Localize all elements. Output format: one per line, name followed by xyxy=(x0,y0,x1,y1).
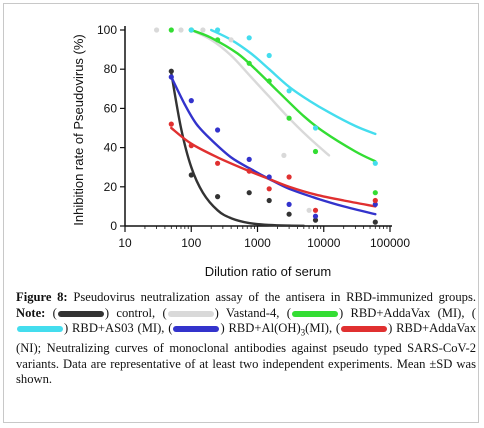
data-point-rbd-al-oh-3-mi xyxy=(246,156,252,162)
legend-swatch-addavax-ni xyxy=(341,326,388,333)
data-point-control xyxy=(168,68,174,74)
data-point-rbd-al-oh-3-mi xyxy=(312,213,319,219)
x-tick-label: 1000 xyxy=(244,236,271,250)
data-points xyxy=(154,27,378,225)
data-point-control xyxy=(246,190,252,196)
data-point-rbd-addavax-mi xyxy=(312,148,319,155)
legend-label-aloh-subscript: 3 xyxy=(300,327,306,338)
data-point-rbd-as03-mi xyxy=(372,160,378,166)
y-tick-label: 20 xyxy=(104,180,118,194)
chart-axes: 0 20 40 60 80 100 10 100 1000 10000 100000 xyxy=(97,23,410,250)
data-point-rbd-addavax-ni xyxy=(215,160,221,166)
data-point-rbd-al-oh-3-mi xyxy=(168,74,174,80)
data-point-vastand-4 xyxy=(306,207,312,213)
x-tick-label: 100 xyxy=(181,236,201,250)
figure-label: Figure 8: xyxy=(16,290,68,304)
data-point-control xyxy=(266,197,272,204)
data-point-vastand-4 xyxy=(154,27,160,33)
fit-curve-vastand-4 xyxy=(190,28,331,157)
data-point-rbd-as03-mi xyxy=(215,27,221,33)
data-point-rbd-addavax-ni xyxy=(168,121,174,127)
legend-label-vastand: ) Vastand-4, xyxy=(214,305,280,320)
x-tick-label: 10 xyxy=(118,236,132,250)
data-point-rbd-as03-mi xyxy=(286,88,292,94)
caption-text: ( xyxy=(45,305,57,320)
data-point-rbd-al-oh-3-mi xyxy=(372,201,378,207)
legend-swatch-as03-mi xyxy=(17,326,63,333)
data-point-rbd-addavax-mi xyxy=(286,115,292,121)
fit-curve-rbd-al-oh-3-mi xyxy=(170,75,377,216)
data-point-rbd-as03-mi xyxy=(246,35,252,41)
caption-text: (MI), ( xyxy=(305,321,341,336)
data-point-rbd-al-oh-3-mi xyxy=(266,174,272,180)
y-tick-label: 0 xyxy=(110,219,117,233)
data-point-control xyxy=(286,211,292,217)
neutralization-chart: 0 20 40 60 80 100 10 100 1000 10000 100000 Inhibit… xyxy=(71,23,410,279)
y-tick-label: 80 xyxy=(104,62,118,76)
data-point-rbd-as03-mi xyxy=(312,125,319,131)
legend-swatch-addavax-mi xyxy=(291,310,338,317)
legend-label-addavax-ni: ) RBD+AddaVax (NI); Neutralizing curves … xyxy=(16,321,477,387)
legend-label-as03-mi: ) RBD+AS03 (MI), ( xyxy=(64,321,173,336)
data-point-rbd-addavax-mi xyxy=(246,60,252,66)
figure-frame: 0 20 40 60 80 100 10 100 1000 10000 100000 Inhibit… xyxy=(3,3,479,423)
data-point-rbd-addavax-mi xyxy=(372,190,378,196)
legend-swatch-control xyxy=(57,310,104,317)
figure-caption: Figure 8: Pseudovirus neutralization ass… xyxy=(16,290,476,388)
data-point-rbd-al-oh-3-mi xyxy=(215,127,221,133)
data-point-control xyxy=(372,219,378,225)
data-point-rbd-addavax-ni xyxy=(188,143,194,149)
fit-curve-rbd-addavax-ni xyxy=(170,126,377,208)
data-point-rbd-addavax-ni xyxy=(246,168,252,174)
data-point-vastand-4 xyxy=(281,152,287,158)
legend-label-addavax-mi: ) RBD+AddaVax (MI), ( xyxy=(338,305,477,320)
fit-curves xyxy=(170,28,377,227)
data-point-vastand-4 xyxy=(178,27,184,33)
caption-text: ( xyxy=(286,305,291,320)
x-tick-label: 10000 xyxy=(307,236,341,250)
y-tick-label: 100 xyxy=(97,23,117,37)
data-point-vastand-4 xyxy=(200,27,206,33)
fit-curve-rbd-addavax-mi xyxy=(190,28,377,163)
x-tick-label: 100000 xyxy=(370,236,410,250)
fit-curve-control xyxy=(170,71,305,227)
data-point-rbd-addavax-mi xyxy=(168,27,174,33)
y-axis-label: Inhibition rate of Pseudovirus (%) xyxy=(71,34,86,225)
data-point-rbd-addavax-ni xyxy=(266,186,272,192)
caption-intro: Pseudovirus neutralization assay of the … xyxy=(67,290,476,304)
data-point-rbd-as03-mi xyxy=(188,27,194,33)
data-point-rbd-addavax-mi xyxy=(266,78,272,84)
y-tick-label: 40 xyxy=(104,141,118,155)
data-point-rbd-addavax-ni xyxy=(372,197,378,204)
data-point-rbd-as03-mi xyxy=(266,52,272,59)
data-point-rbd-addavax-mi xyxy=(215,37,221,43)
data-point-rbd-addavax-ni xyxy=(312,207,319,213)
data-point-control xyxy=(312,217,319,223)
legend-label-aloh-mi: ) RBD+Al(OH) xyxy=(220,321,301,336)
y-tick-label: 60 xyxy=(104,101,118,115)
data-point-rbd-al-oh-3-mi xyxy=(286,201,292,207)
legend-swatch-vastand xyxy=(167,310,214,317)
x-axis-label: Dilution ratio of serum xyxy=(205,264,331,279)
fit-curve-rbd-as03-mi xyxy=(210,28,377,136)
data-point-control xyxy=(215,194,221,200)
note-label: Note: xyxy=(16,305,46,320)
data-point-rbd-al-oh-3-mi xyxy=(188,98,194,104)
data-point-rbd-addavax-ni xyxy=(286,174,292,180)
data-point-control xyxy=(188,172,194,178)
legend-swatch-aloh-mi xyxy=(173,326,220,333)
legend-label-control: ) control, ( xyxy=(104,305,167,320)
data-point-vastand-4 xyxy=(228,37,234,43)
